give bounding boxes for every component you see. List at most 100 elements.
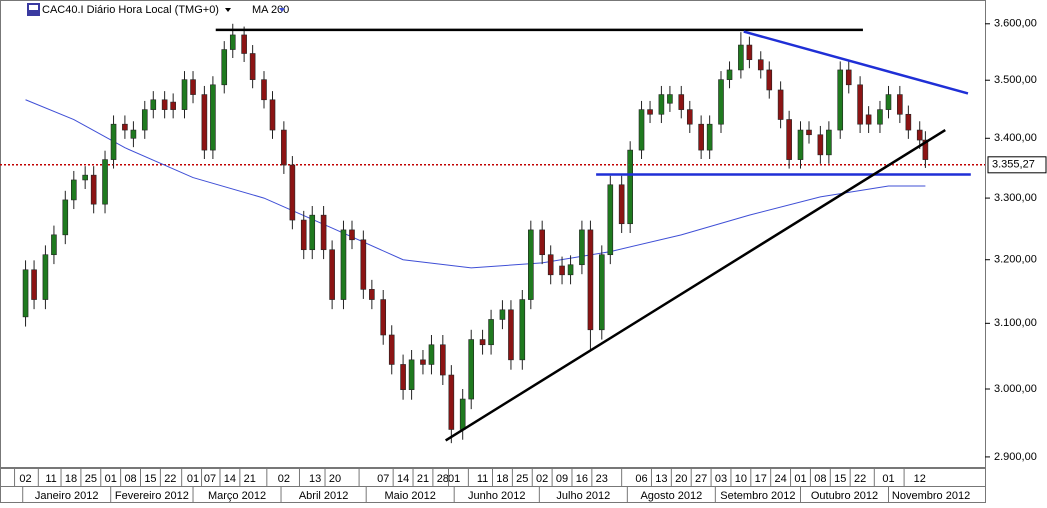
- candle-body: [499, 309, 506, 320]
- x-tick-label: 14: [224, 473, 236, 485]
- candle-body: [90, 174, 97, 205]
- candle-body: [448, 374, 455, 430]
- month-label: Janeiro 2012: [35, 490, 99, 502]
- candle-body: [826, 129, 832, 156]
- x-tick-label: 18: [65, 473, 77, 485]
- header[interactable]: CAC40.I Diário Hora Local (TMG+0) MA 200: [27, 3, 289, 16]
- candle-body: [380, 299, 387, 336]
- candle-body: [349, 229, 355, 241]
- x-tick-label: 01: [105, 473, 117, 485]
- candle-body: [369, 289, 375, 300]
- candle-body: [579, 229, 585, 266]
- candle-body: [190, 79, 196, 95]
- candle-body: [261, 79, 267, 101]
- candle-body: [360, 239, 367, 290]
- candle-body: [82, 174, 88, 181]
- candle-body: [141, 109, 148, 131]
- month-label: Setembro 2012: [720, 490, 795, 502]
- x-tick-label: 01: [882, 473, 894, 485]
- x-tick-label: 08: [814, 473, 826, 485]
- candle-body: [607, 184, 614, 256]
- x-tick-label: 21: [417, 473, 429, 485]
- x-tick-label: 06: [635, 473, 647, 485]
- x-tick-label: 25: [85, 473, 97, 485]
- candle-body: [905, 113, 912, 131]
- x-tick-label: 14: [397, 473, 409, 485]
- candle-body: [547, 254, 554, 276]
- candle-body: [440, 344, 446, 376]
- indicator-label[interactable]: MA 200: [252, 4, 289, 16]
- x-tick-label: 07: [204, 473, 216, 485]
- chart-title[interactable]: CAC40.I Diário Hora Local (TMG+0): [42, 4, 219, 16]
- candle-body: [857, 84, 863, 125]
- candle-body: [329, 249, 335, 300]
- candle-body: [738, 44, 744, 71]
- candle-body: [42, 254, 49, 300]
- candle-body: [627, 149, 633, 225]
- candle-body: [309, 214, 316, 251]
- month-label: Agosto 2012: [640, 490, 702, 502]
- candle-body: [806, 129, 812, 136]
- x-tick-label: 01: [187, 473, 199, 485]
- candle-body: [746, 44, 753, 61]
- candle-body: [539, 229, 545, 256]
- x-tick-label: 02: [278, 473, 290, 485]
- x-tick-label: 18: [496, 473, 508, 485]
- candle-body: [300, 219, 307, 251]
- month-label: Julho 2012: [556, 490, 610, 502]
- candle-body: [638, 109, 645, 151]
- y-tick-label: 2.900,00: [994, 451, 1037, 463]
- candle-body: [618, 184, 625, 225]
- candle-body: [400, 364, 406, 390]
- candle-body: [519, 299, 526, 361]
- candle-body: [786, 119, 792, 160]
- x-tick-label: 10: [735, 473, 747, 485]
- x-tick-label: 12: [914, 473, 926, 485]
- x-tick-label: 24: [774, 473, 786, 485]
- candle-body: [170, 101, 176, 110]
- candle-body: [797, 129, 804, 160]
- x-tick-label: 03: [715, 473, 727, 485]
- candle-body: [559, 265, 565, 276]
- x-tick-label: 22: [854, 473, 866, 485]
- candle-body: [777, 89, 784, 120]
- dropdown-arrow[interactable]: [225, 8, 231, 12]
- candle-body: [388, 334, 395, 365]
- month-label: Março 2012: [208, 490, 266, 502]
- y-tick-label: 3.400,00: [994, 132, 1037, 144]
- candle-body: [201, 94, 208, 151]
- y-tick-label: 3.300,00: [994, 192, 1037, 204]
- x-tick-label: 13: [309, 473, 321, 485]
- x-tick-label: 23: [596, 473, 608, 485]
- candle-body: [845, 69, 852, 86]
- candle-body: [468, 339, 475, 400]
- candle-body: [885, 94, 892, 110]
- candle-body: [150, 99, 157, 110]
- x-tick-label: 01: [794, 473, 806, 485]
- candle-body: [420, 359, 426, 365]
- candle-body: [567, 264, 574, 276]
- candle-body: [726, 69, 733, 80]
- candle-body: [130, 129, 137, 139]
- moving-average: [25, 99, 926, 269]
- dropdown-arrow[interactable]: [279, 8, 285, 12]
- candle-body: [229, 34, 236, 50]
- x-tick-label: 09: [556, 473, 568, 485]
- x-tick-label: 28: [437, 473, 449, 485]
- candle-body: [62, 199, 69, 236]
- candle-body: [587, 229, 594, 331]
- candle-body: [459, 398, 466, 430]
- last-price-box: [987, 156, 1047, 174]
- month-label: Abril 2012: [299, 490, 349, 502]
- candle-body: [51, 234, 57, 256]
- x-tick-label: 25: [516, 473, 528, 485]
- candle-body: [916, 129, 923, 141]
- candle-body: [102, 159, 108, 205]
- plot-border: [0, 0, 986, 468]
- candle-body: [678, 94, 685, 110]
- candle-body: [479, 339, 486, 346]
- x-tick-label: 20: [675, 473, 687, 485]
- top-layer: 3.355,27: [215, 28, 1047, 442]
- x-tick-label: 13: [655, 473, 667, 485]
